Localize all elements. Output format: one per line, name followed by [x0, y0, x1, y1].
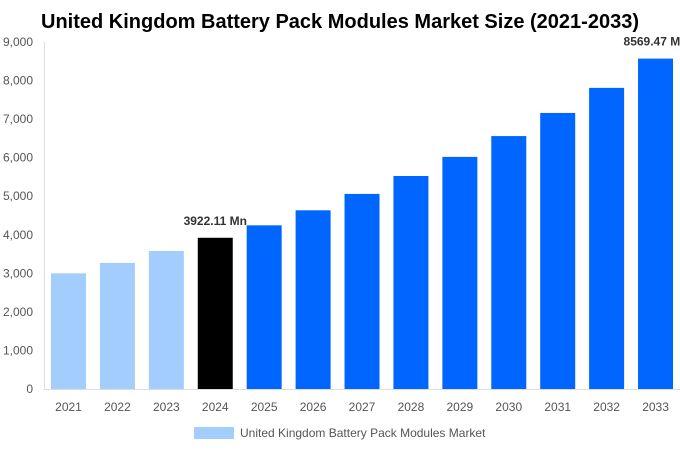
y-tick-label: 0 [26, 382, 33, 396]
y-tick-label: 7,000 [3, 112, 33, 126]
y-tick-label: 8,000 [3, 74, 33, 88]
bars [51, 58, 674, 390]
data-label-2024: 3922.11 Mn [184, 214, 247, 228]
y-tick-label: 5,000 [3, 189, 33, 203]
bar-2026[interactable] [295, 210, 331, 389]
bar-2022[interactable] [99, 262, 135, 389]
legend-label: United Kingdom Battery Pack Modules Mark… [240, 426, 486, 440]
data-labels: 3922.11 Mn 8569.47 Mn [184, 35, 680, 228]
x-tick-label: 2032 [593, 400, 620, 414]
y-tick-label: 1,000 [3, 343, 33, 357]
x-tick-label: 2031 [544, 400, 571, 414]
x-tick-label: 2024 [202, 400, 229, 414]
x-tick-label: 2025 [251, 400, 278, 414]
bar-2024[interactable] [197, 237, 233, 389]
x-tick-label: 2021 [55, 400, 82, 414]
bar-2027[interactable] [344, 193, 380, 389]
legend[interactable]: United Kingdom Battery Pack Modules Mark… [194, 426, 486, 440]
bar-2029[interactable] [442, 156, 478, 389]
x-tick-label: 2023 [153, 400, 180, 414]
y-axis-ticks: 0 1,000 2,000 3,000 4,000 5,000 6,000 7,000 8,00… [3, 35, 33, 396]
x-axis-ticks: 2021 2022 2023 2024 2025 2026 2027 2028 2029 2030… [55, 400, 669, 414]
x-tick-label: 2029 [447, 400, 474, 414]
x-tick-label: 2033 [642, 400, 669, 414]
x-tick-label: 2027 [349, 400, 376, 414]
bar-2031[interactable] [540, 112, 576, 389]
x-tick-label: 2030 [495, 400, 522, 414]
bar-2030[interactable] [491, 136, 527, 389]
bar-2023[interactable] [148, 250, 184, 389]
bar-2033[interactable] [638, 58, 674, 389]
bar-2021[interactable] [51, 273, 86, 389]
chart-title: United Kingdom Battery Pack Modules Mark… [41, 11, 639, 33]
y-tick-label: 3,000 [3, 266, 33, 280]
y-tick-label: 4,000 [3, 228, 33, 242]
legend-swatch [194, 427, 234, 439]
y-tick-label: 6,000 [3, 151, 33, 165]
bar-2028[interactable] [393, 175, 429, 389]
y-tick-label: 9,000 [3, 35, 33, 49]
x-tick-label: 2028 [398, 400, 425, 414]
data-label-2033: 8569.47 Mn [624, 35, 680, 49]
x-tick-label: 2022 [104, 400, 131, 414]
x-tick-label: 2026 [300, 400, 327, 414]
bar-2032[interactable] [589, 87, 625, 390]
bar-2025[interactable] [246, 225, 282, 389]
y-tick-label: 2,000 [3, 305, 33, 319]
